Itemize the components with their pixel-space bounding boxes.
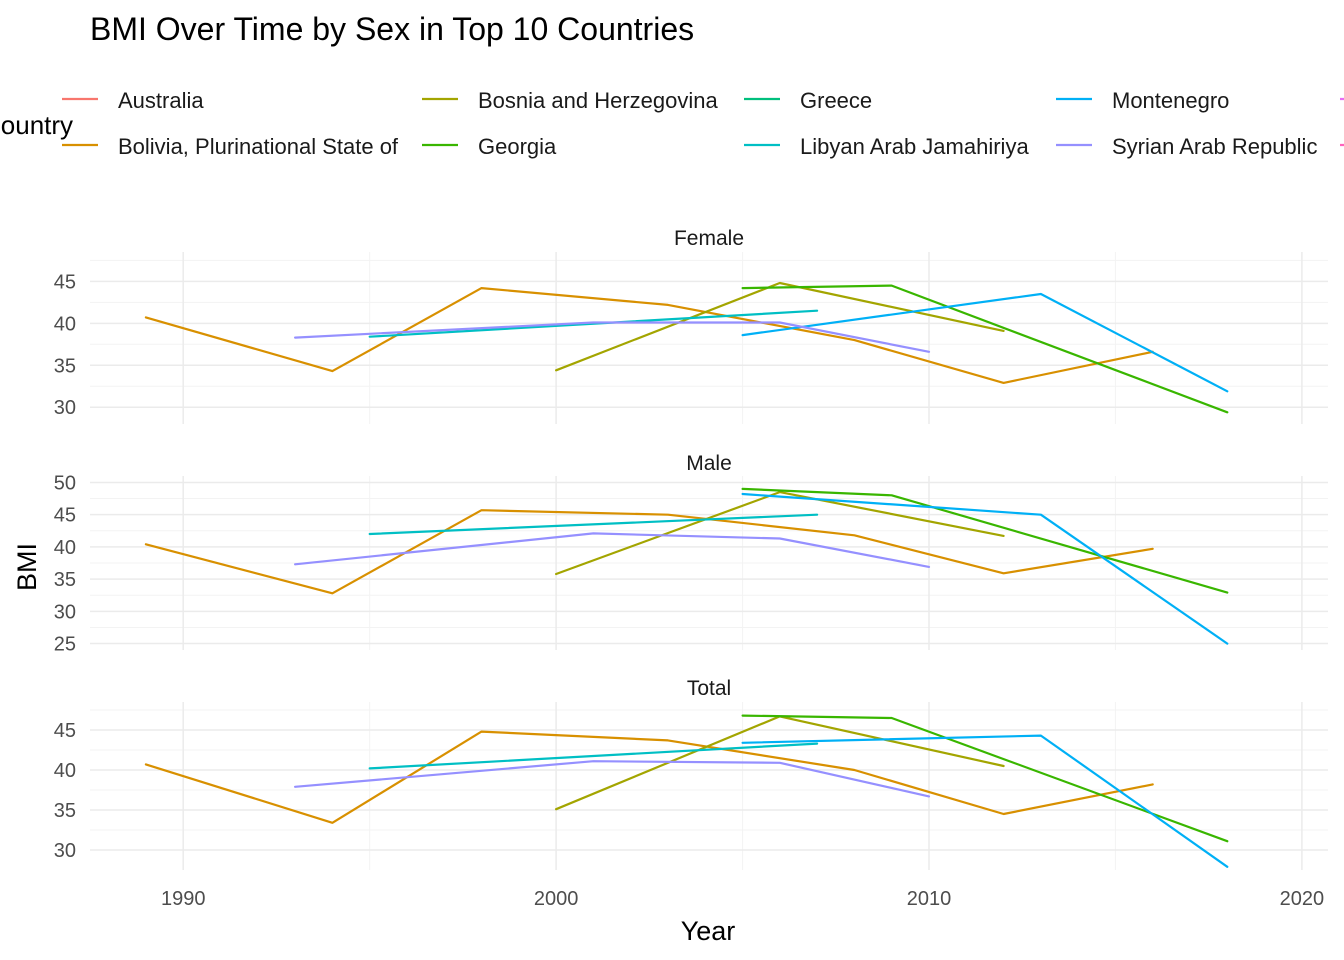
series-line-syrian-arab-republic <box>294 321 931 353</box>
legend-item-montenegro: Montenegro <box>1056 88 1229 113</box>
series-line-georgia <box>741 284 1229 414</box>
legend-item-syrian-arab-republic: Syrian Arab Republic <box>1056 134 1317 159</box>
series-line-libyan-arab-jamahiriya <box>368 309 819 338</box>
x-tick-label: 2010 <box>907 888 952 910</box>
x-tick-label: 2020 <box>1280 888 1325 910</box>
legend-item-libyan-arab-jamahiriya: Libyan Arab Jamahiriya <box>744 134 1029 159</box>
chart-title: BMI Over Time by Sex in Top 10 Countries <box>90 11 694 47</box>
x-axis-ticks: 1990 2000 2010 2020 <box>161 888 1324 910</box>
y-axis-title: BMI <box>12 543 42 591</box>
y-tick-label: 45 <box>54 720 76 742</box>
y-tick-label: 50 <box>54 472 76 494</box>
series-line-bolivia-plurinational-state-of <box>144 730 1154 824</box>
legend-item-greece: Greece <box>744 88 872 113</box>
y-tick-label: 25 <box>54 634 76 656</box>
y-tick-label: 30 <box>54 397 76 419</box>
legend-label: Montenegro <box>1112 88 1229 113</box>
facet-strip-label: Female <box>674 227 744 250</box>
y-tick-label: 45 <box>54 271 76 293</box>
legend-label: Bolivia, Plurinational State of <box>118 134 399 159</box>
legend-label: Bosnia and Herzegovina <box>478 88 718 113</box>
legend-item-bolivia-plurinational-state-of: Bolivia, Plurinational State of <box>62 134 399 159</box>
x-tick-label: 2000 <box>534 888 579 910</box>
y-tick-label: 40 <box>54 760 76 782</box>
legend-item-australia: Australia <box>62 88 204 113</box>
legend: Australia Bolivia, Plurinational State of… <box>62 88 1344 159</box>
y-tick-label: 45 <box>54 505 76 527</box>
series-line-bosnia-and-herzegovina <box>554 491 1005 576</box>
series-line-libyan-arab-jamahiriya <box>368 742 819 770</box>
y-tick-label: 35 <box>54 569 76 591</box>
series-line-georgia <box>741 714 1229 843</box>
facet-panels: Female 30 35 40 45 Male 25 30 35 40 45 50 Total 30 35 4… <box>54 227 1328 870</box>
legend-item-bosnia-and-herzegovina: Bosnia and Herzegovina <box>422 88 718 113</box>
panel-female: Female 30 35 40 45 <box>54 227 1328 424</box>
series-line-bolivia-plurinational-state-of <box>144 287 1154 384</box>
y-tick-label: 35 <box>54 355 76 377</box>
facet-strip-label: Male <box>686 452 732 475</box>
series-line-bolivia-plurinational-state-of <box>144 509 1154 595</box>
legend-item-georgia: Georgia <box>422 134 557 159</box>
facet-strip-label: Total <box>687 677 731 700</box>
y-tick-label: 40 <box>54 313 76 335</box>
series-line-montenegro <box>741 492 1229 645</box>
series-line-libyan-arab-jamahiriya <box>368 513 819 536</box>
series-line-montenegro <box>741 734 1229 868</box>
series-line-bosnia-and-herzegovina <box>554 281 1005 372</box>
legend-label: Libyan Arab Jamahiriya <box>800 134 1029 159</box>
y-tick-label: 30 <box>54 840 76 862</box>
panel-male: Male 25 30 35 40 45 50 <box>54 452 1328 656</box>
y-tick-label: 30 <box>54 601 76 623</box>
x-axis-title: Year <box>681 916 736 946</box>
y-tick-label: 40 <box>54 537 76 559</box>
series-line-montenegro <box>741 292 1229 393</box>
legend-label: Syrian Arab Republic <box>1112 134 1317 159</box>
legend-label: Georgia <box>478 134 557 159</box>
x-tick-label: 1990 <box>161 888 206 910</box>
legend-title: Country <box>0 110 73 140</box>
panel-total: Total 30 35 40 45 <box>54 677 1328 870</box>
series-line-syrian-arab-republic <box>294 532 931 569</box>
legend-label: Greece <box>800 88 872 113</box>
series-line-syrian-arab-republic <box>294 760 931 798</box>
y-tick-label: 35 <box>54 800 76 822</box>
series-line-georgia <box>741 487 1229 594</box>
legend-label: Australia <box>118 88 204 113</box>
